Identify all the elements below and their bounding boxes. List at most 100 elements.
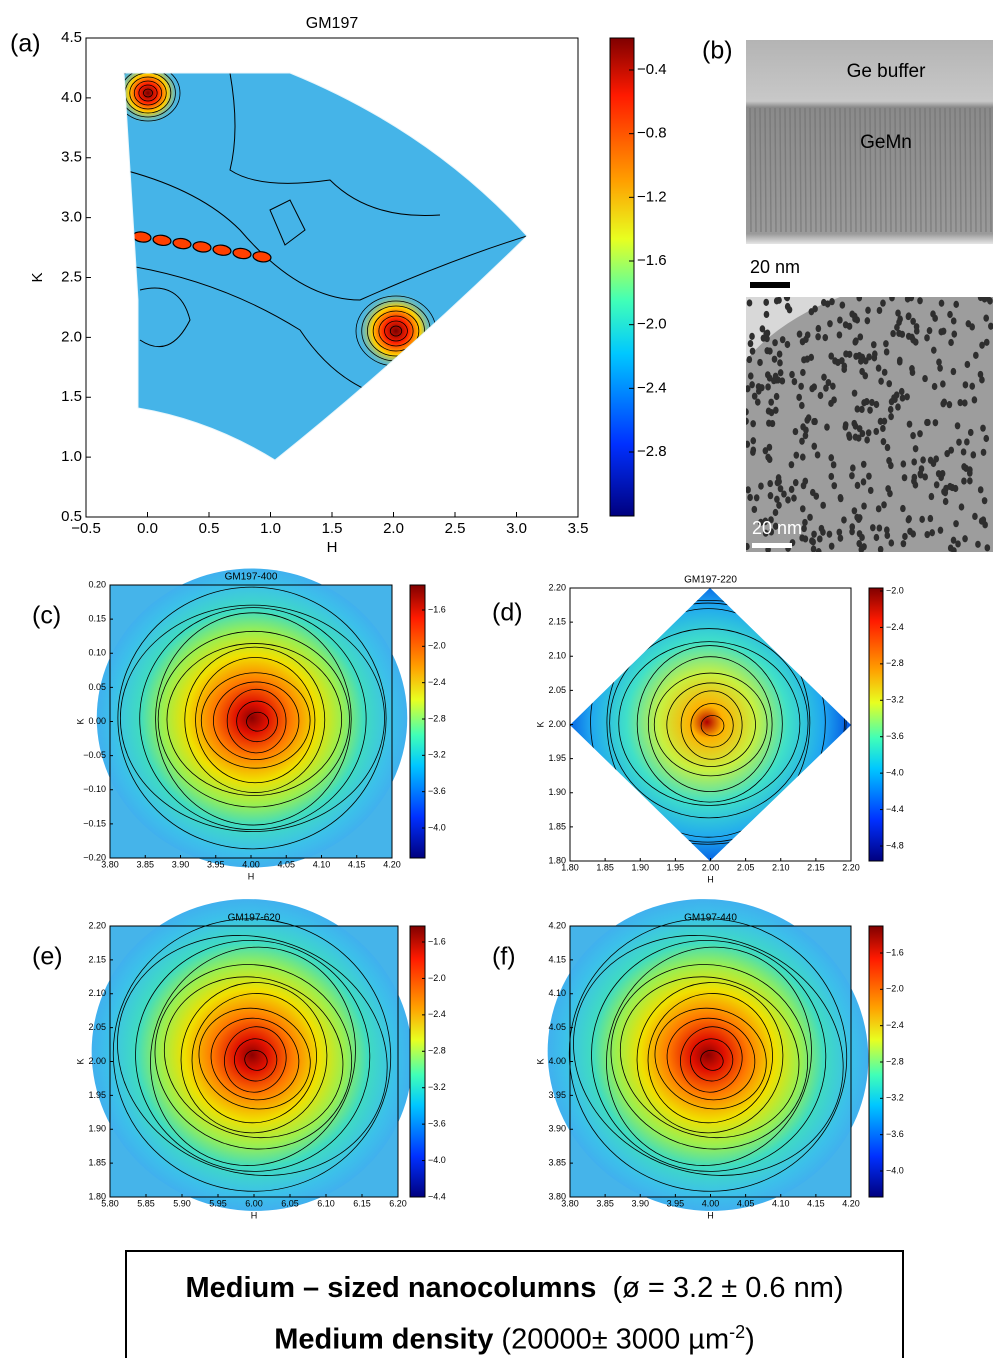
x-tick-label: 3.85 — [136, 860, 154, 870]
colorbar-tick-label: −1.6 — [886, 947, 904, 957]
nanocolumn — [766, 419, 772, 427]
x-tick-label: 5.85 — [137, 1199, 155, 1209]
colorbar-tick-label: −2.8 — [637, 443, 667, 460]
y-tick-label: −0.20 — [83, 852, 106, 862]
nanocolumn — [810, 538, 816, 546]
y-axis-label: K — [536, 721, 546, 727]
nanocolumn — [884, 531, 891, 540]
nanocolumn — [983, 338, 990, 346]
contour-line — [680, 690, 743, 760]
nanocolumn — [961, 477, 967, 485]
column-stripe — [984, 107, 987, 233]
nanocolumn — [953, 520, 959, 528]
contour-line — [117, 586, 387, 850]
nanocolumn — [750, 448, 756, 456]
column-stripe — [889, 107, 892, 233]
nanocolumn — [828, 472, 835, 481]
nanocolumn — [889, 297, 895, 302]
contour-line — [591, 939, 827, 1172]
contour-line — [166, 643, 343, 797]
nanocolumn — [910, 317, 916, 325]
nanocolumn — [849, 472, 855, 480]
colorbar-tick-label: −3.2 — [428, 750, 446, 760]
x-tick-label: 4.20 — [383, 860, 401, 870]
nanocolumn — [849, 528, 855, 536]
panel-label: (b) — [702, 37, 733, 65]
nanocolumn — [886, 457, 892, 465]
column-stripe — [774, 107, 777, 233]
y-tick-label: 3.0 — [61, 209, 82, 226]
x-tick-label: 3.80 — [101, 860, 119, 870]
nanocolumn — [763, 298, 770, 306]
nanocolumn — [775, 474, 782, 482]
nanocolumn — [873, 400, 880, 409]
nanocolumn — [746, 408, 749, 416]
column-stripe — [964, 107, 967, 233]
nanocolumn — [792, 479, 799, 487]
x-tick-label: 3.90 — [172, 860, 190, 870]
nanocolumn — [837, 316, 843, 324]
nanocolumn — [887, 405, 894, 414]
y-tick-label: 1.95 — [548, 753, 566, 763]
nanocolumn — [772, 508, 779, 517]
colorbar-tick-label: −4.0 — [428, 1155, 446, 1165]
nanocolumn — [749, 347, 756, 355]
nanocolumn — [830, 382, 836, 390]
nanocolumn — [975, 540, 981, 548]
nanocolumn — [911, 458, 917, 466]
nanocolumn — [980, 424, 986, 432]
contour-line — [138, 84, 158, 102]
contour-line — [372, 310, 420, 352]
nanocolumn — [772, 339, 778, 347]
column-stripe — [754, 107, 757, 233]
y-tick-label: 2.00 — [548, 719, 566, 729]
y-tick-label: 0.5 — [61, 508, 82, 525]
y-tick-label: 3.80 — [548, 1191, 566, 1201]
y-tick-label: 1.80 — [548, 855, 566, 865]
contour-line — [606, 946, 812, 1166]
nanocolumn — [828, 542, 835, 550]
nanocolumn — [894, 323, 900, 331]
nanocolumn — [948, 338, 954, 347]
nanocolumn — [908, 297, 915, 302]
nanocolumn — [856, 297, 863, 302]
nanocolumn — [759, 325, 766, 333]
nanocolumn — [881, 368, 888, 376]
nanocolumn — [888, 539, 895, 547]
colorbar-tick-label: −0.8 — [637, 125, 667, 142]
nanocolumn — [746, 385, 751, 393]
contour-line — [690, 703, 734, 748]
y-tick-label: 2.20 — [88, 920, 106, 930]
column-stripe — [949, 107, 952, 233]
x-tick-label: 3.85 — [596, 1199, 614, 1209]
contour-line — [573, 935, 844, 1176]
x-tick-label: 0.0 — [137, 520, 158, 537]
x-tick-label: 4.10 — [772, 1199, 790, 1209]
nanocolumn — [981, 497, 988, 505]
caption-bold: Medium density — [274, 1323, 494, 1356]
nanocolumn — [987, 297, 993, 305]
nanocolumn — [958, 503, 965, 511]
x-tick-label: 2.05 — [737, 863, 755, 873]
panel: (f) GM197-440 H K 3.80 3.85 3.90 3.95 4.00 4.05 4.… — [492, 913, 904, 1221]
nanocolumn — [933, 481, 940, 489]
column-stripe — [939, 107, 942, 233]
y-tick-label: 3.90 — [548, 1124, 566, 1134]
nanocolumn — [901, 474, 908, 482]
x-tick-label: 3.95 — [667, 1199, 685, 1209]
nanocolumn — [910, 432, 916, 440]
y-tick-label: 0.10 — [88, 648, 106, 658]
contour-line — [636, 645, 783, 803]
nanocolumn — [885, 485, 891, 493]
nanocolumn — [880, 438, 887, 446]
nanocolumn — [877, 417, 884, 425]
nanocolumn — [799, 505, 806, 513]
nanocolumn — [927, 514, 934, 523]
colorbar-tick-label: −2.8 — [428, 1046, 446, 1056]
column-stripe — [809, 107, 812, 233]
contour-line — [155, 612, 352, 826]
x-axis-label: H — [327, 539, 338, 556]
column-stripe — [919, 107, 922, 233]
nanocolumn — [812, 305, 818, 313]
column-stripe — [764, 107, 767, 233]
